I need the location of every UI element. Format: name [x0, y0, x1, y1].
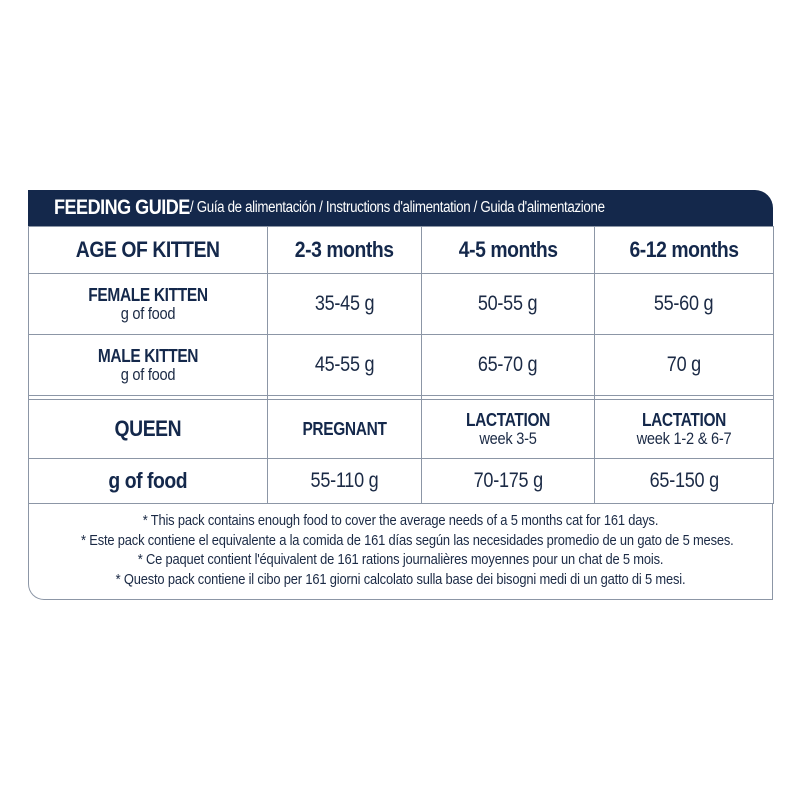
queen-header: QUEEN [28, 399, 268, 459]
row-label: FEMALE KITTEN g of food [28, 273, 268, 335]
feeding-table: AGE OF KITTEN 2-3 months 4-5 months 6-12… [28, 226, 774, 504]
column-header: 6-12 months [594, 226, 774, 274]
table-cell: 45-55 g [267, 334, 422, 396]
header-subtitle-translations: / Guía de alimentación / Instructions d'… [189, 199, 605, 216]
age-of-kitten-header: AGE OF KITTEN [28, 226, 268, 274]
footnote-english: * This pack contains enough food to cove… [142, 512, 659, 529]
footnote-french: * Ce paquet contient l'équivalent de 161… [137, 551, 664, 568]
footnote-spanish: * Este pack contiene el equivalente a la… [81, 531, 734, 549]
column-header: LACTATION week 3-5 [421, 399, 595, 459]
feeding-guide: FEEDING GUIDE / Guía de alimentación / I… [28, 190, 774, 600]
table-cell: 70-175 g [421, 458, 595, 504]
table-row-queen-food: g of food 55-110 g 70-175 g 65-150 g [28, 458, 774, 504]
table-cell: 70 g [594, 334, 774, 396]
table-cell: 55-110 g [267, 458, 422, 504]
table-cell: 65-70 g [421, 334, 595, 396]
table-row-female-kitten: FEMALE KITTEN g of food 35-45 g 50-55 g … [28, 273, 774, 335]
column-header: 4-5 months [421, 226, 595, 274]
footnote-italian: * Questo pack contiene il cibo per 161 g… [115, 570, 686, 588]
row-label: MALE KITTEN g of food [28, 334, 268, 396]
table-cell: 50-55 g [421, 273, 595, 335]
column-header: LACTATION week 1-2 & 6-7 [594, 399, 774, 459]
table-cell: 65-150 g [594, 458, 774, 504]
table-row-male-kitten: MALE KITTEN g of food 45-55 g 65-70 g 70… [28, 334, 774, 396]
kitten-header-row: AGE OF KITTEN 2-3 months 4-5 months 6-12… [28, 226, 774, 274]
feeding-guide-header: FEEDING GUIDE / Guía de alimentación / I… [28, 190, 773, 226]
table-cell: 55-60 g [594, 273, 774, 335]
column-header: 2-3 months [267, 226, 422, 274]
footnotes: * This pack contains enough food to cove… [28, 504, 773, 600]
queen-header-row: QUEEN PREGNANT LACTATION week 3-5 LACTAT… [28, 399, 774, 459]
column-header: PREGNANT [267, 399, 422, 459]
row-label: g of food [28, 458, 268, 504]
header-title: FEEDING GUIDE [54, 196, 190, 219]
table-cell: 35-45 g [267, 273, 422, 335]
